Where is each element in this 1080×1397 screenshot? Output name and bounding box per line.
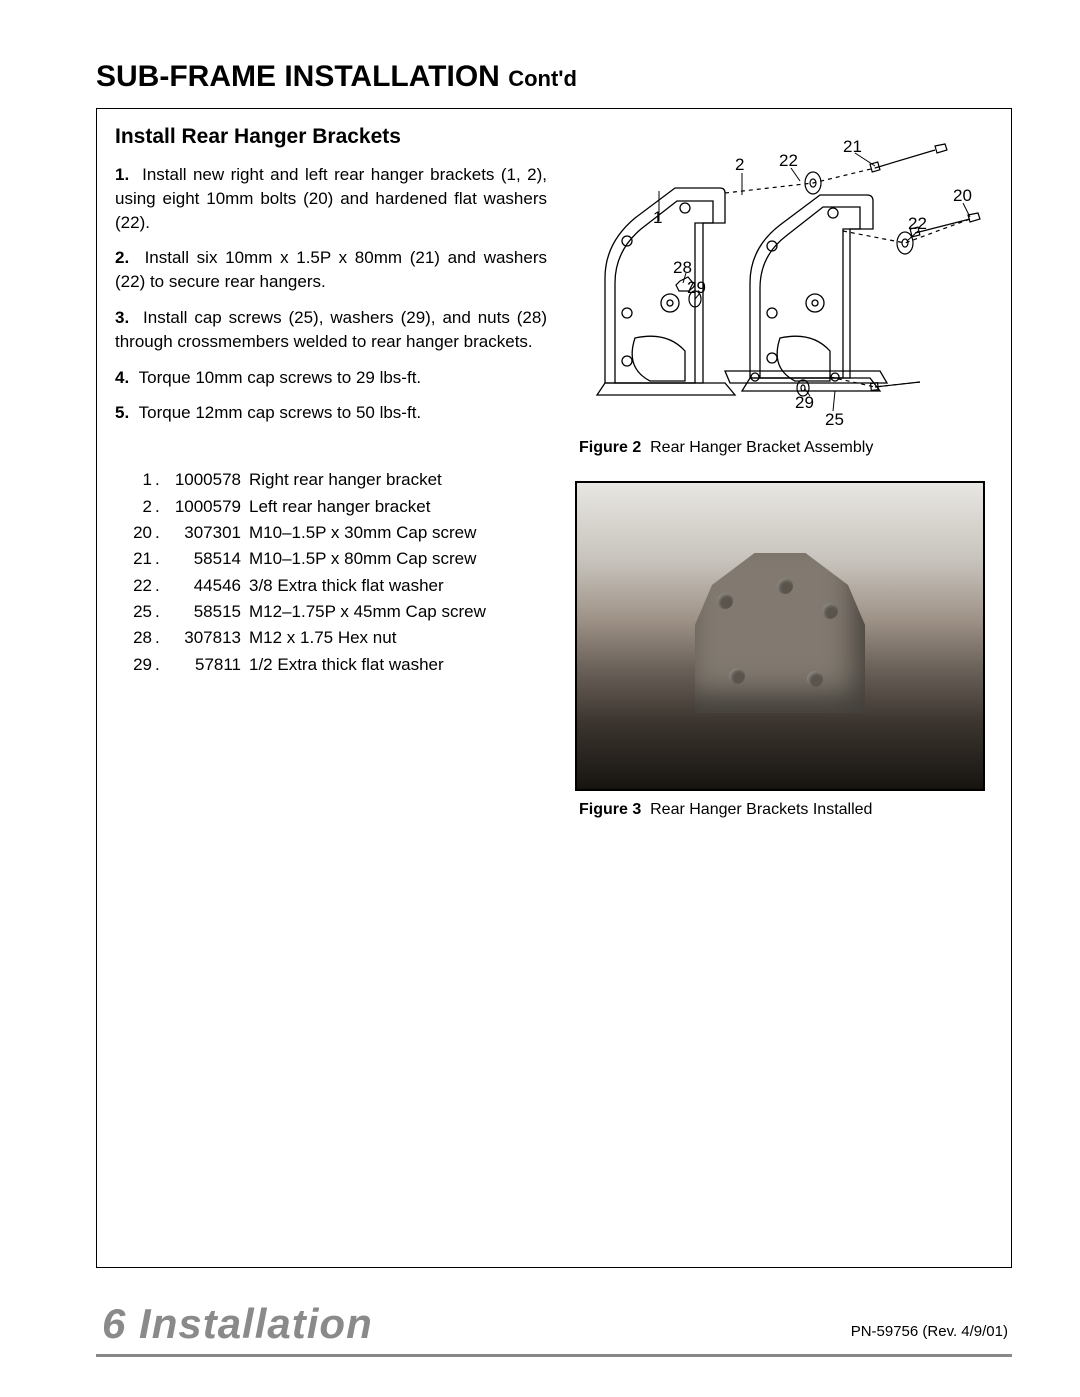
part-row: 20.307301M10–1.5P x 30mm Cap screw (115, 520, 547, 546)
bolt-icon (822, 603, 838, 619)
callout-2: 2 (735, 155, 744, 174)
part-idx: 22 (115, 573, 155, 599)
part-dot: . (155, 467, 167, 493)
part-idx: 29 (115, 652, 155, 678)
heading-main: SUB-FRAME INSTALLATION (96, 60, 500, 93)
step-1: 1. Install new right and left rear hange… (115, 163, 547, 234)
part-pn: 57811 (167, 652, 249, 678)
right-column: 1 2 22 21 20 22 28 29 29 25 Figure 2 Rea… (575, 125, 985, 843)
part-desc: Right rear hanger bracket (249, 467, 547, 493)
step-num: 2. (115, 248, 129, 267)
part-dot: . (155, 546, 167, 572)
part-desc: M10–1.5P x 80mm Cap screw (249, 546, 547, 572)
parts-list: 1.1000578Right rear hanger bracket 2.100… (115, 467, 547, 678)
bolt-icon (729, 668, 745, 684)
callout-20: 20 (953, 186, 972, 205)
part-pn: 44546 (167, 573, 249, 599)
callout-21: 21 (843, 137, 862, 156)
part-dot: . (155, 652, 167, 678)
part-pn: 58515 (167, 599, 249, 625)
figure-3-caption: Figure 3 Rear Hanger Brackets Installed (579, 801, 985, 819)
part-idx: 21 (115, 546, 155, 572)
step-text: Install six 10mm x 1.5P x 80mm (21) and … (115, 248, 547, 291)
callout-22a: 22 (779, 151, 798, 170)
bolt-icon (777, 578, 793, 594)
part-dot: . (155, 625, 167, 651)
figure-caption-text: Rear Hanger Brackets Installed (650, 801, 872, 818)
footer-docref: PN-59756 (Rev. 4/9/01) (851, 1323, 1008, 1348)
part-idx: 20 (115, 520, 155, 546)
heading-contd: Cont'd (508, 66, 577, 91)
callout-25: 25 (825, 410, 844, 429)
step-2: 2. Install six 10mm x 1.5P x 80mm (21) a… (115, 246, 547, 294)
figure-label: Figure 3 (579, 801, 641, 818)
part-desc: M12 x 1.75 Hex nut (249, 625, 547, 651)
part-idx: 28 (115, 625, 155, 651)
part-pn: 58514 (167, 546, 249, 572)
step-5: 5. Torque 12mm cap screws to 50 lbs-ft. (115, 401, 547, 425)
part-row: 29.578111/2 Extra thick flat washer (115, 652, 547, 678)
part-idx: 1 (115, 467, 155, 493)
part-desc: Left rear hanger bracket (249, 494, 547, 520)
part-desc: 3/8 Extra thick flat washer (249, 573, 547, 599)
figure-label: Figure 2 (579, 439, 641, 456)
section-heading: SUB-FRAME INSTALLATION Cont'd (96, 60, 1012, 94)
footer-title: 6 Installation (102, 1300, 373, 1348)
page-footer: 6 Installation PN-59756 (Rev. 4/9/01) (96, 1295, 1012, 1357)
callout-22b: 22 (908, 214, 927, 233)
part-row: 2.1000579Left rear hanger bracket (115, 494, 547, 520)
callout-29a: 29 (687, 278, 706, 297)
part-dot: . (155, 599, 167, 625)
step-text: Install new right and left rear hanger b… (115, 165, 547, 232)
page: SUB-FRAME INSTALLATION Cont'd Install Re… (0, 0, 1080, 1397)
sub-heading: Install Rear Hanger Brackets (115, 125, 547, 149)
part-dot: . (155, 573, 167, 599)
callout-29b: 29 (795, 393, 814, 412)
part-row: 28.307813M12 x 1.75 Hex nut (115, 625, 547, 651)
callout-1: 1 (653, 208, 662, 227)
bracket-silhouette (695, 553, 865, 713)
part-dot: . (155, 494, 167, 520)
callout-28: 28 (673, 258, 692, 277)
part-row: 22.445463/8 Extra thick flat washer (115, 573, 547, 599)
figure-3-photo (575, 481, 985, 791)
step-text: Install cap screws (25), washers (29), a… (115, 308, 547, 351)
footer-page-num: 6 (102, 1300, 126, 1347)
part-row: 21.58514M10–1.5P x 80mm Cap screw (115, 546, 547, 572)
step-num: 1. (115, 165, 129, 184)
figure-2-caption: Figure 2 Rear Hanger Bracket Assembly (579, 439, 985, 457)
left-column: Install Rear Hanger Brackets 1. Install … (115, 125, 547, 843)
part-idx: 25 (115, 599, 155, 625)
footer-section: Installation (139, 1300, 373, 1347)
step-text: Torque 12mm cap screws to 50 lbs-ft. (139, 403, 422, 422)
part-pn: 1000579 (167, 494, 249, 520)
step-text: Torque 10mm cap screws to 29 lbs-ft. (139, 368, 422, 387)
step-num: 3. (115, 308, 129, 327)
part-row: 1.1000578Right rear hanger bracket (115, 467, 547, 493)
part-dot: . (155, 520, 167, 546)
step-4: 4. Torque 10mm cap screws to 29 lbs-ft. (115, 366, 547, 390)
bolt-icon (717, 593, 733, 609)
part-pn: 307301 (167, 520, 249, 546)
columns: Install Rear Hanger Brackets 1. Install … (115, 125, 993, 843)
part-idx: 2 (115, 494, 155, 520)
part-row: 25.58515M12–1.75P x 45mm Cap screw (115, 599, 547, 625)
figure-2-diagram: 1 2 22 21 20 22 28 29 29 25 (575, 133, 981, 429)
part-pn: 1000578 (167, 467, 249, 493)
step-3: 3. Install cap screws (25), washers (29)… (115, 306, 547, 354)
part-pn: 307813 (167, 625, 249, 651)
step-num: 4. (115, 368, 129, 387)
part-desc: M12–1.75P x 45mm Cap screw (249, 599, 547, 625)
step-num: 5. (115, 403, 129, 422)
content-frame: Install Rear Hanger Brackets 1. Install … (96, 108, 1012, 1268)
part-desc: 1/2 Extra thick flat washer (249, 652, 547, 678)
part-desc: M10–1.5P x 30mm Cap screw (249, 520, 547, 546)
bolt-icon (807, 671, 823, 687)
figure-caption-text: Rear Hanger Bracket Assembly (650, 439, 873, 456)
